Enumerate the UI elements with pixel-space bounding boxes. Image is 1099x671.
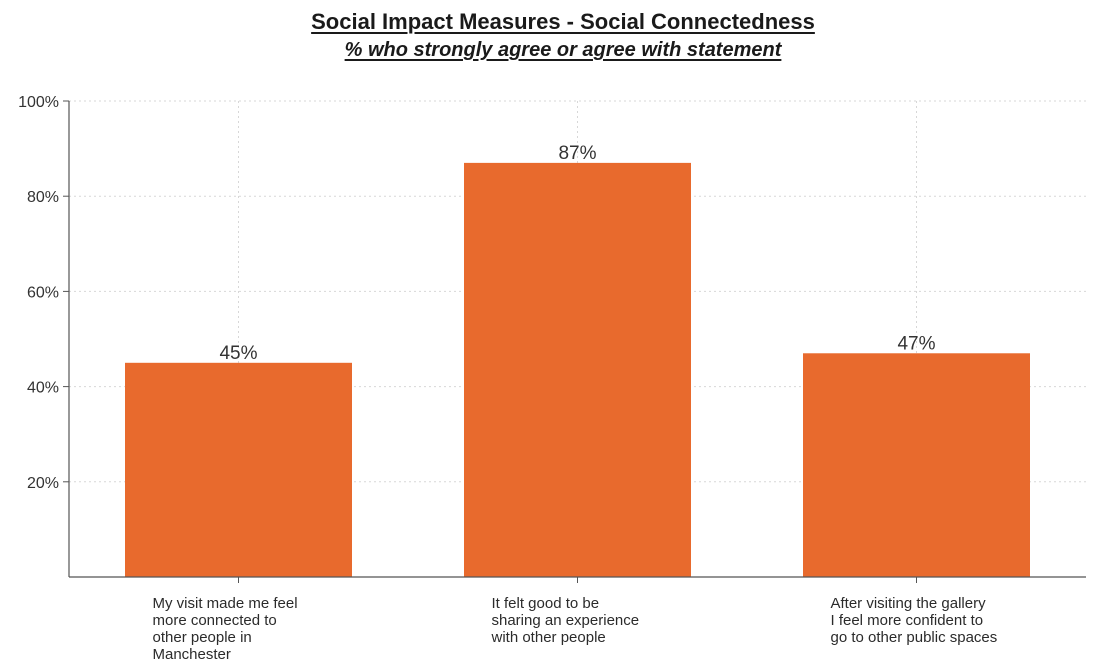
x-tick-label-line: more connected to [153,612,277,629]
y-tick-label: 60% [27,284,59,301]
x-tick-label: After visiting the gallery I feel more co… [831,595,998,646]
x-tick-label-line: other people in [153,629,252,646]
bars [125,162,1030,577]
y-tick-label: 20% [27,475,59,492]
x-tick-label-line: sharing an experience [492,612,640,629]
labels: 45% My visit made me feel more connected t… [153,143,998,663]
bar [464,162,691,577]
y-tick-label: 80% [27,189,59,206]
title-block: Social Impact Measures - Social Connecte… [0,8,1099,64]
data-label: 47% [897,333,935,354]
data-label: 45% [219,343,257,364]
x-tick-label-line: with other people [491,629,606,646]
y-tick-label: 100% [18,94,59,111]
data-label: 87% [558,143,596,164]
axes: 20% 40% 60% 80% 100% [18,94,1086,583]
x-tick-label: It felt good to be sharing an experience w… [491,595,640,646]
x-tick-label-line: go to other public spaces [831,629,998,646]
chart-subtitle: % who strongly agree or agree with state… [344,39,782,61]
x-tick-label-line: My visit made me feel [153,595,298,612]
bar [125,362,352,577]
x-tick-label-line: After visiting the gallery [831,595,987,612]
x-tick-label-line: I feel more confident to [831,612,984,629]
x-tick-label-line: It felt good to be [492,595,600,612]
x-tick-label-line: Manchester [153,646,231,663]
bar [803,353,1030,577]
y-tick-label: 40% [27,380,59,397]
x-tick-label: My visit made me feel more connected to ot… [153,595,298,663]
chart-title: Social Impact Measures - Social Connecte… [311,9,815,34]
